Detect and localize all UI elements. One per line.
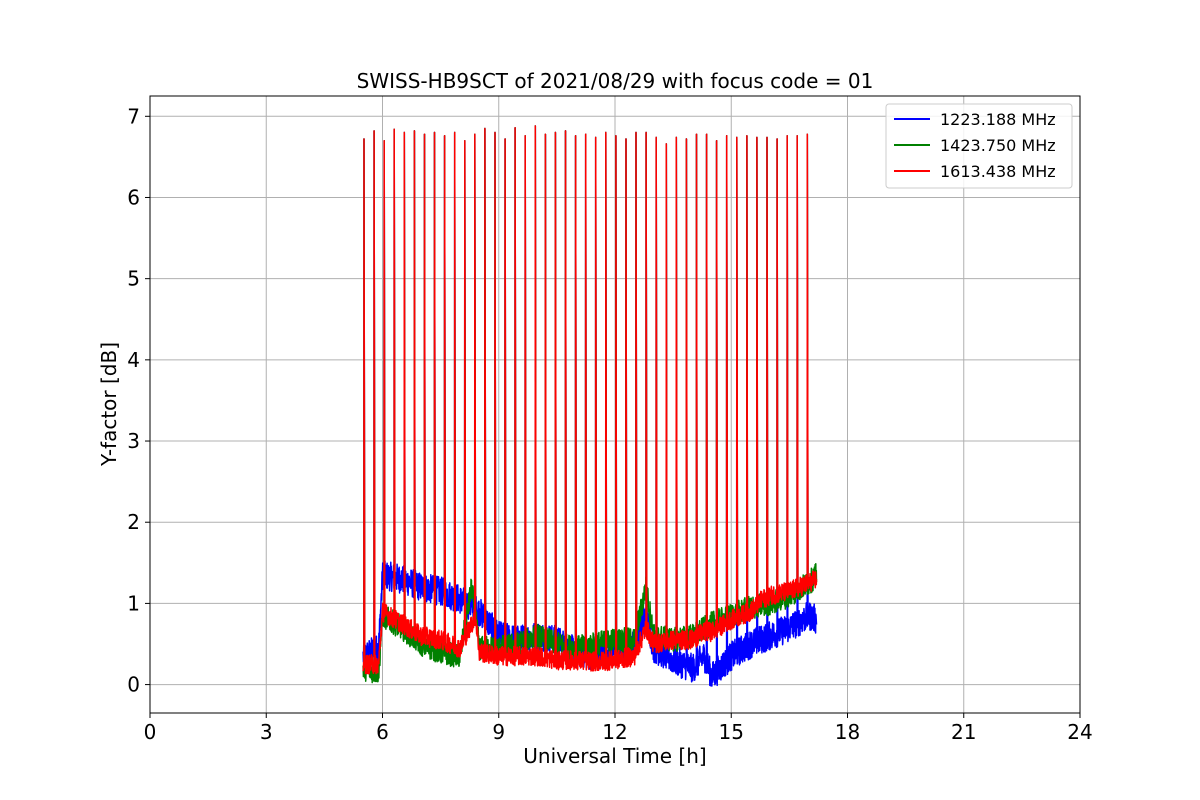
y-tick-label: 7 <box>127 104 140 128</box>
series-layer <box>362 125 818 687</box>
y-tick-label: 0 <box>127 673 140 697</box>
x-tick-label: 24 <box>1067 720 1092 744</box>
y-tick-label: 6 <box>127 185 140 209</box>
legend-label: 1423.750 MHz <box>940 136 1056 155</box>
x-tick-label: 6 <box>376 720 389 744</box>
x-tick-label: 12 <box>602 720 627 744</box>
x-tick-label: 9 <box>492 720 505 744</box>
y-tick-label: 3 <box>127 429 140 453</box>
x-tick-label: 15 <box>719 720 744 744</box>
y-tick-label: 5 <box>127 267 140 291</box>
x-tick-label: 3 <box>260 720 273 744</box>
y-tick-label: 2 <box>127 510 140 534</box>
y-tick-label: 1 <box>127 591 140 615</box>
y-axis-label: Y-factor [dB] <box>97 342 121 467</box>
x-tick-label: 18 <box>835 720 860 744</box>
x-axis-label: Universal Time [h] <box>523 744 706 768</box>
legend-label: 1613.438 MHz <box>940 162 1056 181</box>
legend-label: 1223.188 MHz <box>940 110 1056 129</box>
x-tick-label: 0 <box>144 720 157 744</box>
x-axis: 0 3 6 9 12 15 18 21 24 <box>144 713 1093 744</box>
x-tick-label: 21 <box>951 720 976 744</box>
series-line <box>362 125 818 675</box>
chart-title: SWISS-HB9SCT of 2021/08/29 with focus co… <box>357 69 874 93</box>
legend: 1223.188 MHz 1423.750 MHz 1613.438 MHz <box>885 103 1073 189</box>
y-axis: 0 1 2 3 4 5 6 7 <box>127 104 150 697</box>
legend-box <box>885 103 1073 189</box>
y-tick-label: 4 <box>127 348 140 372</box>
